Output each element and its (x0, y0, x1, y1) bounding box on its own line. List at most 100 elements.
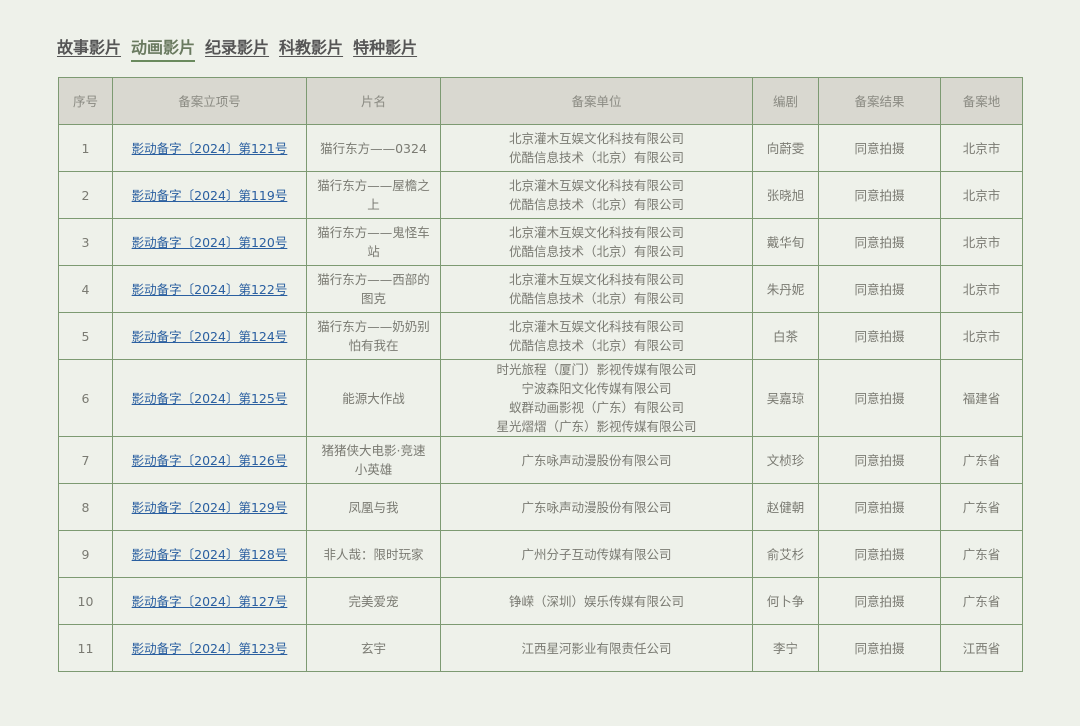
filing-place: 北京市 (940, 218, 1023, 266)
row-number: 1 (58, 124, 113, 172)
tab-0[interactable]: 故事影片 (57, 38, 122, 57)
filing-unit: 江西星河影业有限责任公司 (521, 640, 672, 656)
filing-units: 北京灌木互娱文化科技有限公司 优酷信息技术（北京）有限公司 (440, 171, 753, 219)
writer: 吴嘉琼 (752, 359, 819, 437)
filing-place: 福建省 (940, 359, 1023, 437)
filing-id-link[interactable]: 影动备字〔2024〕第128号 (131, 546, 288, 562)
table-row: 11 影动备字〔2024〕第123号 玄宇 江西星河影业有限责任公司 李宁 同意拍摄 江西省 (58, 624, 1023, 672)
filing-place: 广东省 (940, 436, 1023, 484)
filing-place: 江西省 (940, 624, 1023, 672)
tab-4[interactable]: 特种影片 (353, 38, 418, 57)
filing-id-cell: 影动备字〔2024〕第128号 (112, 530, 307, 578)
filing-id-cell: 影动备字〔2024〕第120号 (112, 218, 307, 266)
writer: 戴华旬 (752, 218, 819, 266)
filing-units: 江西星河影业有限责任公司 (440, 624, 753, 672)
filing-id-cell: 影动备字〔2024〕第129号 (112, 483, 307, 531)
row-number: 7 (58, 436, 113, 484)
filing-place: 广东省 (940, 577, 1023, 625)
film-title: 猫行东方——屋檐之上 (306, 171, 441, 219)
row-number: 3 (58, 218, 113, 266)
filing-result: 同意拍摄 (818, 124, 941, 172)
filing-units: 广东咏声动漫股份有限公司 (440, 436, 753, 484)
film-title: 玄宇 (306, 624, 441, 672)
table-row: 5 影动备字〔2024〕第124号 猫行东方——奶奶别怕有我在 北京灌木互娱文化科技有… (58, 312, 1023, 360)
filing-unit: 宁波森阳文化传媒有限公司 (521, 381, 672, 396)
filing-unit: 北京灌木互娱文化科技有限公司 (508, 272, 684, 287)
filing-units: 时光旅程（厦门）影视传媒有限公司 宁波森阳文化传媒有限公司 蚁群动画影视（广东）有限… (440, 359, 753, 437)
film-title: 猫行东方——鬼怪车站 (306, 218, 441, 266)
filing-id-cell: 影动备字〔2024〕第122号 (112, 265, 307, 313)
filing-units: 广东咏声动漫股份有限公司 (440, 483, 753, 531)
filing-id-link[interactable]: 影动备字〔2024〕第121号 (131, 140, 288, 156)
table-row: 4 影动备字〔2024〕第122号 猫行东方——西部的图克 北京灌木互娱文化科技有限公… (58, 265, 1023, 313)
filing-unit: 蚁群动画影视（广东）有限公司 (508, 400, 684, 415)
film-title: 猫行东方——西部的图克 (306, 265, 441, 313)
filing-id-link[interactable]: 影动备字〔2024〕第123号 (131, 640, 288, 656)
table-row: 3 影动备字〔2024〕第120号 猫行东方——鬼怪车站 北京灌木互娱文化科技有限公司… (58, 218, 1023, 266)
table-header-row: 序号 备案立项号 片名 备案单位 编剧 备案结果 备案地 (58, 77, 1023, 125)
filing-id-link[interactable]: 影动备字〔2024〕第125号 (131, 390, 288, 406)
filing-id-link[interactable]: 影动备字〔2024〕第124号 (131, 328, 288, 344)
table-row: 6 影动备字〔2024〕第125号 能源大作战 时光旅程（厦门）影视传媒有限公司 宁波森… (58, 359, 1023, 437)
filing-place: 广东省 (940, 530, 1023, 578)
filing-result: 同意拍摄 (818, 436, 941, 484)
writer: 文桢珍 (752, 436, 819, 484)
filing-id-link[interactable]: 影动备字〔2024〕第126号 (131, 452, 288, 468)
filing-unit: 星光熠熠（广东）影视传媒有限公司 (496, 419, 697, 434)
film-title: 猫行东方——0324 (306, 124, 441, 172)
filing-unit: 时光旅程（厦门）影视传媒有限公司 (496, 362, 697, 377)
filing-place: 北京市 (940, 124, 1023, 172)
writer: 俞艾杉 (752, 530, 819, 578)
filing-result: 同意拍摄 (818, 483, 941, 531)
row-number: 9 (58, 530, 113, 578)
filing-result: 同意拍摄 (818, 265, 941, 313)
column-header: 编剧 (752, 77, 819, 125)
writer: 李宁 (752, 624, 819, 672)
film-title: 猫行东方——奶奶别怕有我在 (306, 312, 441, 360)
filing-units: 北京灌木互娱文化科技有限公司 优酷信息技术（北京）有限公司 (440, 218, 753, 266)
filing-unit: 优酷信息技术（北京）有限公司 (508, 338, 684, 353)
writer: 朱丹妮 (752, 265, 819, 313)
filing-id-link[interactable]: 影动备字〔2024〕第127号 (131, 593, 288, 609)
writer: 白茶 (752, 312, 819, 360)
filing-id-cell: 影动备字〔2024〕第127号 (112, 577, 307, 625)
row-number: 5 (58, 312, 113, 360)
table-row: 9 影动备字〔2024〕第128号 非人哉：限时玩家 广州分子互动传媒有限公司 俞艾杉同… (58, 530, 1023, 578)
filing-table: 序号 备案立项号 片名 备案单位 编剧 备案结果 备案地 1 影动备字〔2024〕第121号猫… (58, 77, 1023, 672)
filing-unit: 北京灌木互娱文化科技有限公司 (508, 225, 684, 240)
filing-result: 同意拍摄 (818, 171, 941, 219)
tab-3[interactable]: 科教影片 (279, 38, 344, 57)
filing-id-link[interactable]: 影动备字〔2024〕第120号 (131, 234, 288, 250)
filing-id-cell: 影动备字〔2024〕第119号 (112, 171, 307, 219)
row-number: 4 (58, 265, 113, 313)
column-header: 备案立项号 (112, 77, 307, 125)
filing-id-cell: 影动备字〔2024〕第124号 (112, 312, 307, 360)
filing-unit: 北京灌木互娱文化科技有限公司 (508, 178, 684, 193)
filing-units: 北京灌木互娱文化科技有限公司 优酷信息技术（北京）有限公司 (440, 265, 753, 313)
filing-id-link[interactable]: 影动备字〔2024〕第129号 (131, 499, 288, 515)
filing-id-link[interactable]: 影动备字〔2024〕第122号 (131, 281, 288, 297)
filing-units: 北京灌木互娱文化科技有限公司 优酷信息技术（北京）有限公司 (440, 312, 753, 360)
tab-2[interactable]: 纪录影片 (205, 38, 270, 57)
filing-unit: 优酷信息技术（北京）有限公司 (508, 291, 684, 306)
filing-place: 广东省 (940, 483, 1023, 531)
filing-place: 北京市 (940, 265, 1023, 313)
filing-unit: 广州分子互动传媒有限公司 (521, 546, 672, 562)
filing-unit: 优酷信息技术（北京）有限公司 (508, 150, 684, 165)
filing-unit: 铮嵘（深圳）娱乐传媒有限公司 (508, 593, 684, 609)
filing-unit: 广东咏声动漫股份有限公司 (521, 499, 672, 515)
table-row: 10 影动备字〔2024〕第127号 完美爱宠 铮嵘（深圳）娱乐传媒有限公司 何卜争 同意… (58, 577, 1023, 625)
column-header: 片名 (306, 77, 441, 125)
writer: 何卜争 (752, 577, 819, 625)
row-number: 6 (58, 359, 113, 437)
column-header: 备案单位 (440, 77, 753, 125)
column-header: 备案地 (940, 77, 1023, 125)
filing-id-cell: 影动备字〔2024〕第121号 (112, 124, 307, 172)
filing-unit: 优酷信息技术（北京）有限公司 (508, 244, 684, 259)
filing-id-link[interactable]: 影动备字〔2024〕第119号 (131, 187, 288, 203)
tab-1[interactable]: 动画影片 (131, 34, 196, 62)
table-row: 1 影动备字〔2024〕第121号 猫行东方——0324 北京灌木互娱文化科技有限公司… (58, 124, 1023, 172)
row-number: 2 (58, 171, 113, 219)
filing-place: 北京市 (940, 171, 1023, 219)
filing-result: 同意拍摄 (818, 624, 941, 672)
